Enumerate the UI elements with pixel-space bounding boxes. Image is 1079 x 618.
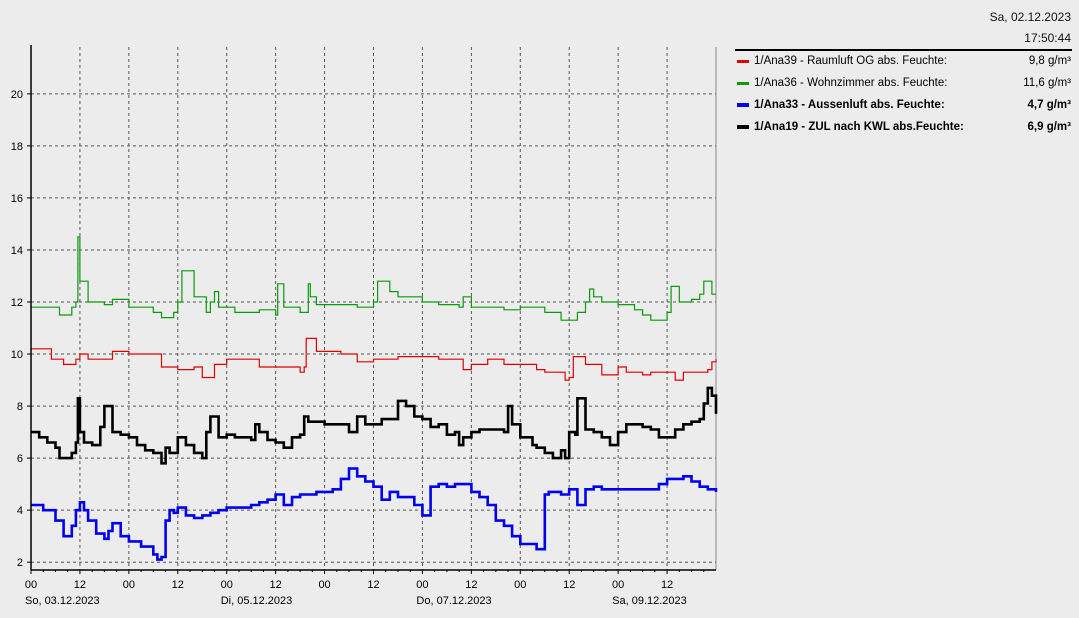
y-tick-label: 20 (11, 89, 23, 101)
x-day-label: Sa, 09.12.2023 (612, 595, 687, 607)
x-day-label: Di, 05.12.2023 (221, 595, 293, 607)
x-tick-label: 12 (465, 579, 477, 591)
legend-label: 1/Ana33 - Aussenluft abs. Feuchte: (754, 99, 945, 111)
x-day-label: Do, 07.12.2023 (416, 595, 491, 607)
legend-label: 1/Ana39 - Raumluft OG abs. Feuchte: (754, 55, 948, 67)
x-tick-label: 00 (612, 579, 624, 591)
x-tick-label: 12 (563, 579, 575, 591)
legend-value: 9,8 g/m³ (1028, 55, 1071, 67)
legend-swatch (737, 125, 749, 129)
y-tick-label: 6 (17, 453, 23, 465)
header-time: 17:50:44 (1024, 31, 1071, 45)
legend-separator (735, 49, 1072, 51)
y-tick-label: 16 (11, 193, 23, 205)
series-line-1 (31, 337, 717, 381)
legend-value: 6,9 g/m³ (1027, 121, 1071, 133)
x-tick-label: 00 (25, 579, 37, 591)
legend-label: 1/Ana36 - Wohnzimmer abs. Feuchte: (754, 77, 948, 89)
y-tick-label: 2 (17, 557, 23, 569)
x-day-label: So, 03.12.2023 (25, 595, 100, 607)
legend-swatch (737, 81, 749, 85)
legend-swatch (737, 59, 749, 63)
y-tick-label: 18 (11, 141, 23, 153)
y-tick-label: 4 (17, 505, 23, 517)
series-line-3 (31, 467, 718, 561)
x-tick-label: 00 (221, 579, 233, 591)
x-tick-label: 00 (123, 579, 135, 591)
y-tick-label: 12 (11, 297, 23, 309)
legend-swatch (737, 103, 749, 107)
legend-item-ana39[interactable]: 1/Ana39 - Raumluft OG abs. Feuchte: 9,8 … (737, 53, 1071, 69)
x-tick-label: 12 (270, 579, 282, 591)
x-tick-label: 12 (172, 579, 184, 591)
series-line-0 (31, 236, 716, 321)
legend-value: 4,7 g/m³ (1027, 99, 1071, 111)
y-tick-label: 14 (11, 245, 23, 257)
x-tick-label: 12 (367, 579, 379, 591)
x-tick-label: 00 (514, 579, 526, 591)
legend-label: 1/Ana19 - ZUL nach KWL abs.Feuchte: (754, 121, 964, 133)
header-date: Sa, 02.12.2023 (989, 10, 1071, 24)
x-tick-label: 00 (318, 579, 330, 591)
x-tick-label: 12 (74, 579, 86, 591)
legend-value: 11,6 g/m³ (1023, 77, 1071, 89)
x-tick-label: 12 (661, 579, 673, 591)
series-line-2 (31, 386, 718, 465)
legend-item-ana19[interactable]: 1/Ana19 - ZUL nach KWL abs.Feuchte: 6,9 … (737, 119, 1071, 135)
y-tick-label: 8 (17, 401, 23, 413)
legend-item-ana36[interactable]: 1/Ana36 - Wohnzimmer abs. Feuchte: 11,6 … (737, 75, 1071, 91)
legend-item-ana33[interactable]: 1/Ana33 - Aussenluft abs. Feuchte: 4,7 g… (737, 97, 1071, 113)
x-tick-label: 00 (416, 579, 428, 591)
y-tick-label: 10 (11, 349, 23, 361)
